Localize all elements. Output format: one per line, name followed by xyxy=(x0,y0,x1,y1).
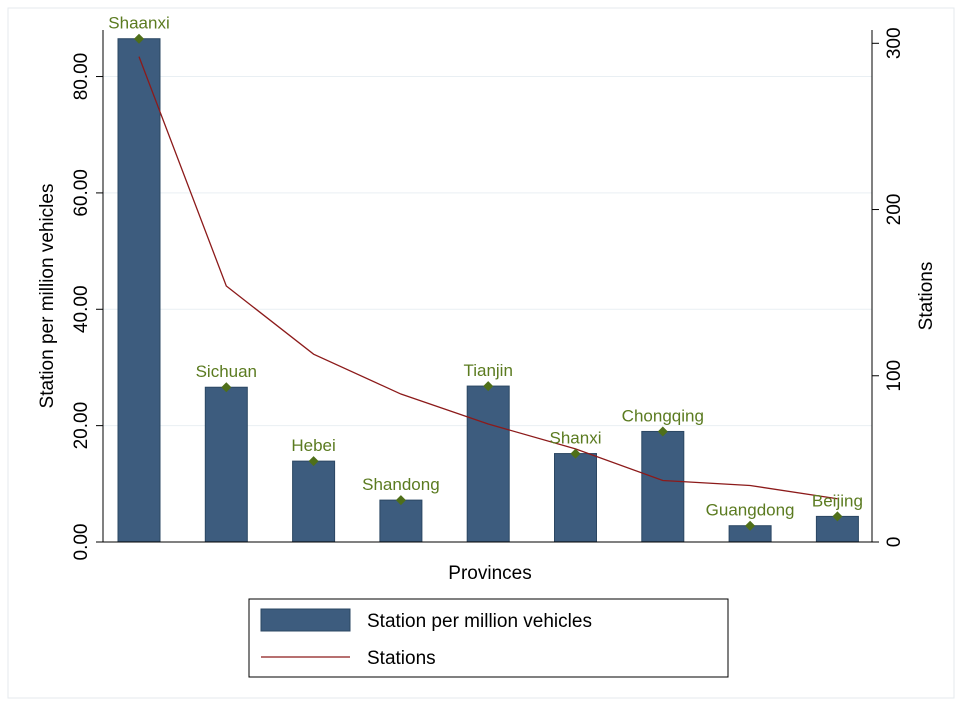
bar-marker xyxy=(308,456,319,467)
legend-label-bars: Station per million vehicles xyxy=(367,611,592,632)
y2-tick-label: 300 xyxy=(884,27,905,59)
y-tick-label: 60.00 xyxy=(71,169,92,217)
bars xyxy=(117,38,859,543)
bar-marker xyxy=(657,426,668,437)
bar-markers xyxy=(134,33,843,531)
stations-line-layer xyxy=(138,56,838,500)
y2-tick-label: 0 xyxy=(884,537,905,548)
bar-marker xyxy=(832,511,843,522)
bar xyxy=(204,386,248,543)
bar-label: Sichuan xyxy=(196,362,257,381)
bar-label: Shaanxi xyxy=(108,14,169,33)
bar-marker xyxy=(134,33,144,44)
axes: 0.00 20.00 40.00 60.00 80.00 0 100 200 300 xyxy=(71,27,905,560)
outer-border xyxy=(7,7,955,699)
bar-marker xyxy=(745,520,756,531)
bar-marker xyxy=(221,382,232,393)
y-tick-label: 80.00 xyxy=(71,53,92,101)
x-axis-title: Provinces xyxy=(448,563,531,584)
legend-box xyxy=(248,598,729,678)
data-labels: Shaanxi Sichuan Hebei Shandong Tianjin Shanxi… xyxy=(108,14,863,520)
legend: Station per million vehicles Stations xyxy=(248,598,729,678)
y2-tick-label: 100 xyxy=(884,360,905,392)
y-axis-title: Station per million vehicles xyxy=(37,184,58,409)
legend-swatch-bars xyxy=(260,608,351,632)
y-tick-label: 0.00 xyxy=(71,524,92,561)
bar-label: Tianjin xyxy=(463,361,512,380)
y-tick-label: 40.00 xyxy=(71,285,92,333)
bar-marker xyxy=(483,381,494,392)
bar xyxy=(554,453,597,543)
y-tick-label: 20.00 xyxy=(71,402,92,450)
bar-label: Hebei xyxy=(291,436,335,455)
bar xyxy=(379,499,423,543)
bar-label: Beijing xyxy=(812,491,863,510)
y2-axis-title: Stations xyxy=(916,262,937,331)
bar-label: Shanxi xyxy=(550,429,602,448)
bar xyxy=(641,430,685,543)
y2-tick-label: 200 xyxy=(884,194,905,226)
bar-label: Chongqing xyxy=(622,406,704,425)
bar xyxy=(466,385,510,543)
legend-label-line: Stations xyxy=(367,648,436,669)
bar-label: Shandong xyxy=(362,475,440,494)
bar-label: Guangdong xyxy=(706,501,795,520)
stations-line xyxy=(138,56,838,500)
bar-marker xyxy=(570,448,581,459)
bar xyxy=(292,460,336,543)
bar-marker xyxy=(395,495,406,506)
bar xyxy=(117,38,161,543)
